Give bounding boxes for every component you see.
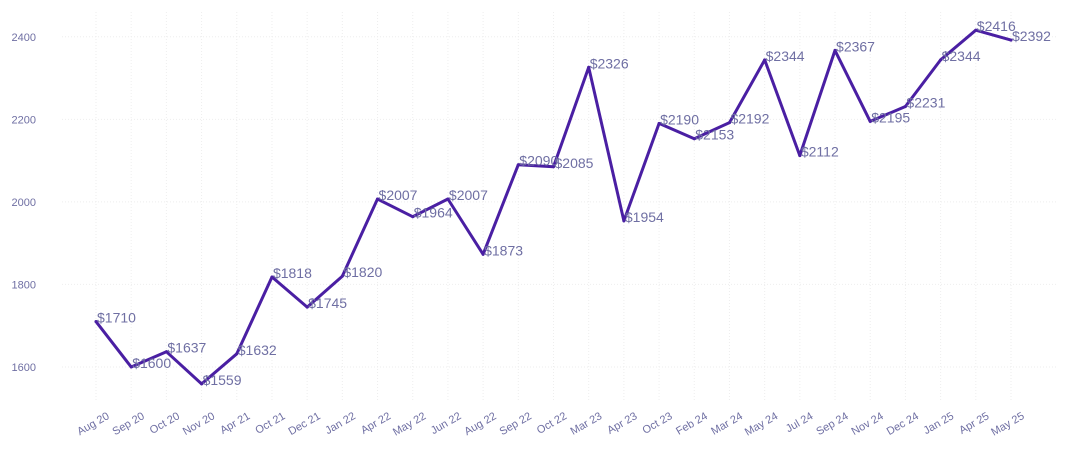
data-point (481, 252, 485, 256)
data-label: $1559 (203, 372, 242, 388)
data-point (692, 137, 696, 141)
y-tick-label: 1600 (12, 362, 36, 374)
data-label: $2326 (590, 55, 629, 71)
data-label: $1637 (167, 340, 206, 356)
data-label: $2190 (660, 111, 699, 127)
x-tick-label: Oct 23 (641, 410, 675, 437)
data-label: $1964 (414, 205, 453, 221)
x-tick-label: Oct 20 (148, 410, 182, 437)
y-tick-label: 2400 (12, 32, 36, 44)
y-axis-ticks: 1600 1800 2000 2200 2400 (12, 32, 36, 374)
data-point (235, 352, 239, 356)
data-label: $1600 (132, 355, 171, 371)
x-tick-label: Dec 24 (885, 410, 921, 438)
x-tick-label: May 24 (743, 410, 780, 438)
x-tick-label: Jul 24 (784, 410, 815, 435)
x-tick-label: Mar 24 (709, 410, 745, 438)
data-point (622, 219, 626, 223)
x-tick-label: Sep 20 (110, 410, 146, 438)
data-label: $2416 (977, 18, 1016, 34)
data-point (270, 275, 274, 279)
data-point (657, 121, 661, 125)
x-tick-label: Sep 24 (814, 410, 850, 438)
data-point (868, 119, 872, 123)
data-point (446, 197, 450, 201)
data-point (763, 58, 767, 62)
data-label: $2344 (766, 48, 805, 64)
x-tick-label: Oct 22 (535, 410, 569, 437)
data-label: $2195 (871, 109, 910, 125)
data-point (164, 350, 168, 354)
data-point (376, 197, 380, 201)
data-point (974, 28, 978, 32)
data-label: $2112 (801, 144, 839, 160)
data-label: $2085 (555, 155, 594, 171)
series-line-group (94, 28, 1013, 386)
data-point (129, 365, 133, 369)
data-point (727, 121, 731, 125)
x-tick-label: Jan 25 (922, 410, 957, 437)
x-tick-label: Oct 21 (253, 410, 287, 437)
x-tick-label: Jun 22 (429, 410, 464, 437)
data-point (939, 58, 943, 62)
data-label: $2090 (519, 153, 558, 169)
x-tick-label: Apr 22 (359, 410, 393, 437)
data-label: $1632 (238, 342, 277, 358)
x-tick-label: May 22 (391, 410, 428, 438)
data-label: $1954 (625, 209, 664, 225)
data-point (833, 48, 837, 52)
data-point (94, 320, 98, 324)
x-tick-label: Aug 22 (462, 410, 498, 438)
grid (62, 12, 1058, 400)
data-label: $1820 (343, 264, 382, 280)
data-point (305, 305, 309, 309)
data-point (411, 215, 415, 219)
x-tick-label: Aug 20 (75, 410, 111, 438)
data-label: $2007 (449, 187, 488, 203)
data-label: $1873 (484, 242, 523, 258)
x-tick-label: May 25 (989, 410, 1026, 438)
x-tick-label: Feb 24 (674, 410, 710, 438)
data-label: $2367 (836, 38, 875, 54)
y-tick-label: 1800 (12, 279, 36, 291)
x-tick-label: Mar 23 (569, 410, 605, 438)
data-point (516, 163, 520, 167)
x-tick-label: Jan 22 (323, 410, 358, 437)
x-tick-label: Dec 21 (286, 410, 322, 438)
x-tick-label: Nov 24 (850, 410, 886, 438)
data-label: $1710 (97, 310, 136, 326)
data-label: $2392 (1012, 28, 1051, 44)
x-tick-label: Apr 23 (605, 410, 639, 437)
x-tick-label: Nov 20 (181, 410, 217, 438)
data-point (1009, 38, 1013, 42)
data-labels: $1710 $1600$1637 $1559 $1632 $1818 $1745 $1820… (97, 18, 1051, 388)
y-tick-label: 2000 (12, 197, 36, 209)
data-label: $1745 (308, 295, 347, 311)
data-label: $1818 (273, 265, 312, 281)
x-tick-label: Sep 22 (498, 410, 534, 438)
x-tick-label: Apr 21 (218, 410, 252, 437)
data-label: $2231 (906, 95, 945, 111)
data-point (200, 382, 204, 386)
data-label: $2192 (730, 111, 769, 127)
data-label: $2007 (379, 187, 418, 203)
data-point (587, 65, 591, 69)
data-point (903, 105, 907, 109)
data-point (798, 154, 802, 158)
data-point (552, 165, 555, 169)
y-tick-label: 2200 (12, 114, 36, 126)
x-tick-label: Apr 25 (957, 410, 991, 437)
data-label: $2153 (695, 127, 734, 143)
data-point (340, 274, 344, 278)
data-label: $2344 (942, 48, 981, 64)
